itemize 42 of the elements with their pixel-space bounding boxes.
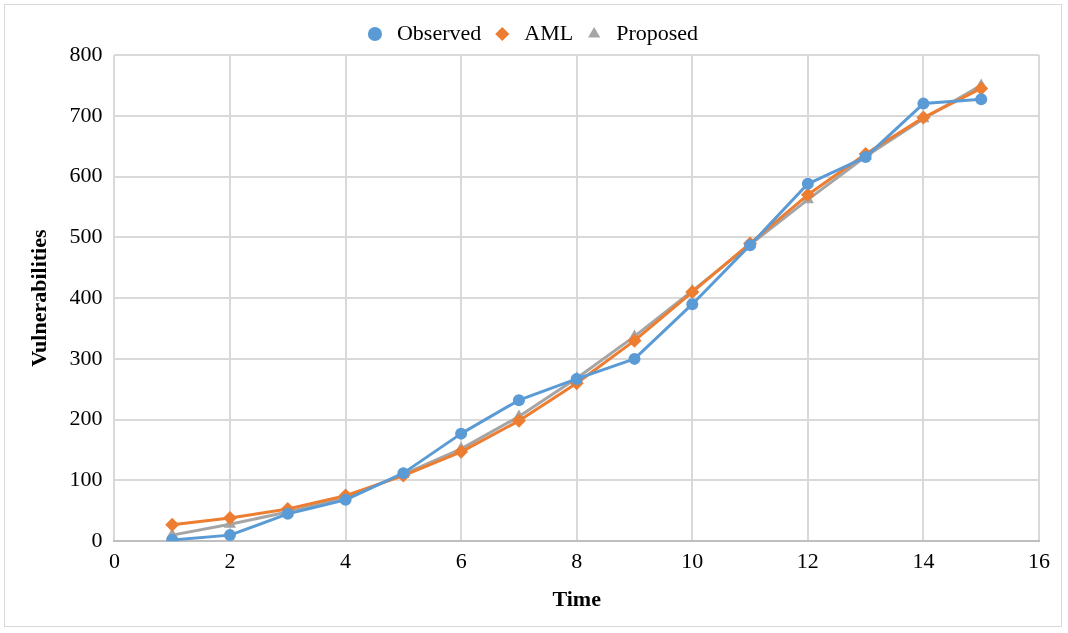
y-tick-label: 100 (69, 466, 103, 492)
legend-label: AML (524, 19, 574, 45)
y-tick-label: 600 (69, 162, 103, 188)
point (455, 427, 468, 440)
point (223, 529, 236, 542)
x-tick-label: 12 (796, 548, 819, 574)
point (627, 333, 642, 348)
point (974, 81, 989, 96)
legend-label: Proposed (616, 19, 699, 45)
x-tick-label: 8 (571, 548, 583, 574)
x-tick-label: 0 (108, 548, 120, 574)
point (685, 285, 700, 300)
point (686, 298, 699, 311)
x-tick-label: 4 (340, 548, 352, 574)
x-tick-label: 16 (1028, 548, 1050, 574)
x-axis-title: Time (552, 586, 602, 612)
point (281, 507, 294, 520)
y-tick-label: 400 (69, 283, 103, 309)
legend-label: Observed (396, 19, 482, 45)
y-axis-title: Vulnerabilities (25, 229, 51, 367)
x-tick-label: 6 (455, 548, 467, 574)
point (339, 493, 352, 506)
x-tick-label: 2 (224, 548, 236, 574)
point (917, 97, 930, 110)
x-tick-label: 14 (912, 548, 935, 574)
point (222, 511, 237, 526)
y-tick-label: 200 (69, 405, 103, 431)
y-tick-label: 500 (69, 223, 103, 249)
point (511, 413, 526, 428)
point (801, 177, 814, 190)
point (512, 394, 525, 407)
point (628, 352, 641, 365)
x-tick-label: 10 (681, 548, 704, 574)
y-tick-label: 700 (69, 101, 103, 127)
point (165, 517, 180, 532)
point (975, 93, 988, 106)
y-tick-label: 800 (69, 40, 103, 66)
y-tick-label: 300 (69, 344, 103, 370)
point (800, 187, 815, 202)
point (859, 151, 872, 164)
point (454, 444, 469, 459)
y-tick-label: 0 (91, 526, 103, 552)
